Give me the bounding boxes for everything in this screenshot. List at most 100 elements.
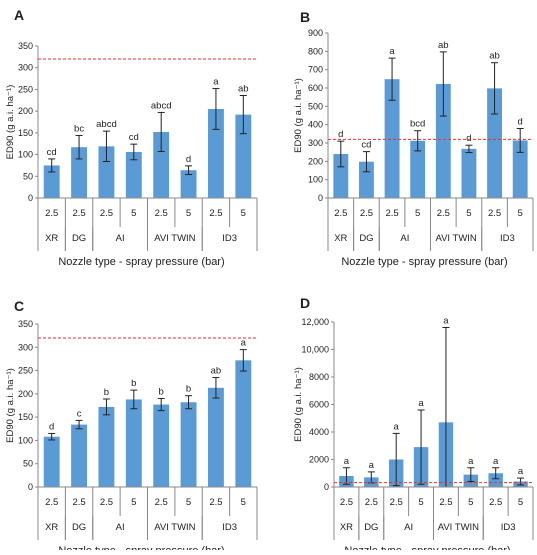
- significance-label: a: [213, 77, 219, 88]
- significance-label: a: [418, 398, 424, 409]
- bar: [180, 170, 197, 198]
- group-label: AI: [116, 233, 125, 244]
- group-label: DG: [359, 233, 373, 244]
- y-tick-label: 500: [308, 101, 323, 111]
- panel-letter: B: [300, 9, 310, 25]
- x-tick-label: 5: [418, 497, 423, 508]
- x-tick-label: 5: [518, 497, 523, 508]
- x-axis-label: Nozzle type - spray pressure (bar): [58, 256, 224, 268]
- bar: [488, 473, 503, 487]
- y-axis-label: ED90 (g a.i. ha⁻¹): [5, 368, 16, 443]
- x-tick-label: 5: [468, 497, 473, 508]
- y-tick-label: 800: [308, 46, 323, 56]
- x-tick-label: 2.5: [209, 497, 222, 508]
- group-label: AVI TWIN: [438, 522, 479, 533]
- x-tick-label: 5: [518, 208, 523, 219]
- bar: [98, 146, 115, 198]
- y-tick-label: 700: [308, 65, 323, 75]
- y-tick-label: 150: [18, 412, 33, 422]
- y-tick-label: 2000: [309, 455, 329, 465]
- significance-label: a: [493, 456, 499, 467]
- significance-label: a: [468, 456, 474, 467]
- bar: [125, 399, 142, 487]
- significance-label: a: [241, 338, 247, 349]
- group-label: XR: [340, 522, 353, 533]
- y-tick-label: 400: [308, 120, 323, 130]
- group-label: AI: [116, 522, 125, 533]
- x-tick-label: 2.5: [45, 208, 58, 219]
- bar: [512, 140, 528, 198]
- significance-label: b: [159, 387, 164, 398]
- group-label: ID3: [222, 522, 237, 533]
- x-tick-label: 2.5: [209, 208, 222, 219]
- bar: [410, 140, 426, 198]
- y-tick-label: 100: [308, 175, 323, 185]
- significance-label: cd: [361, 140, 371, 151]
- y-tick-label: 100: [18, 150, 33, 160]
- y-tick-label: 0: [28, 193, 33, 203]
- x-tick-label: 2.5: [488, 208, 501, 219]
- significance-label: abcd: [151, 100, 172, 111]
- y-tick-label: 0: [28, 482, 33, 492]
- group-label: AVI TWIN: [435, 233, 476, 244]
- significance-label: d: [466, 133, 471, 144]
- group-label: AVI TWIN: [154, 233, 195, 244]
- y-tick-label: 900: [308, 28, 323, 38]
- y-tick-label: 250: [18, 84, 33, 94]
- significance-label: b: [104, 387, 109, 398]
- y-tick-label: 350: [18, 41, 33, 51]
- x-tick-label: 2.5: [489, 497, 502, 508]
- x-tick-label: 2.5: [100, 497, 113, 508]
- x-tick-label: 2.5: [72, 497, 85, 508]
- significance-label: a: [344, 456, 350, 467]
- y-tick-label: 4000: [309, 427, 329, 437]
- y-tick-label: 250: [18, 366, 33, 376]
- significance-label: ab: [211, 366, 222, 377]
- significance-label: cd: [129, 132, 139, 143]
- bar: [235, 114, 252, 198]
- significance-label: a: [394, 421, 400, 432]
- panel-b: B 0 100 200 300 400 500 600 700 800 900 ED90 (g a.i…: [293, 9, 534, 268]
- group-label: ID3: [501, 522, 516, 533]
- panel-letter: A: [14, 7, 24, 23]
- x-tick-label: 2.5: [365, 497, 378, 508]
- panel-letter: D: [300, 295, 310, 311]
- panel-a: A 0 50 100 150 200 250 300 350 ED90 (g a.i. ha⁻¹)…: [5, 7, 258, 268]
- y-axis-label: ED90 (g a.i. ha⁻¹): [293, 367, 304, 442]
- significance-label: d: [49, 421, 54, 432]
- significance-label: a: [369, 460, 375, 471]
- bar: [98, 406, 115, 487]
- bar: [461, 148, 477, 198]
- y-tick-label: 300: [308, 138, 323, 148]
- panel-d: D 0 2000 4000 6000 8000 10,000 12,000 ED90 (g a.…: [293, 295, 534, 555]
- y-tick-label: 100: [18, 435, 33, 445]
- significance-label: ab: [238, 84, 249, 95]
- significance-label: a: [518, 466, 524, 477]
- y-tick-label: 8000: [309, 372, 329, 382]
- bar: [180, 402, 197, 487]
- significance-label: d: [338, 129, 343, 140]
- x-tick-label: 5: [186, 497, 191, 508]
- significance-label: c: [77, 408, 82, 419]
- panel-letter: C: [14, 298, 24, 314]
- x-tick-label: 5: [466, 208, 471, 219]
- bar: [235, 360, 252, 487]
- y-tick-label: 10,000: [301, 345, 329, 355]
- group-label: DG: [364, 522, 378, 533]
- y-tick-label: 0: [324, 482, 329, 492]
- x-tick-label: 5: [241, 497, 246, 508]
- bar: [71, 147, 88, 198]
- group-label: DG: [72, 233, 86, 244]
- bar: [207, 108, 224, 198]
- x-tick-label: 5: [186, 208, 191, 219]
- y-tick-label: 6000: [309, 400, 329, 410]
- x-tick-label: 2.5: [390, 497, 403, 508]
- bar: [435, 83, 451, 198]
- x-tick-label: 2.5: [100, 208, 113, 219]
- y-tick-label: 12,000: [301, 317, 329, 327]
- bar: [153, 404, 170, 487]
- x-tick-label: 2.5: [155, 497, 168, 508]
- significance-label: abcd: [96, 119, 117, 130]
